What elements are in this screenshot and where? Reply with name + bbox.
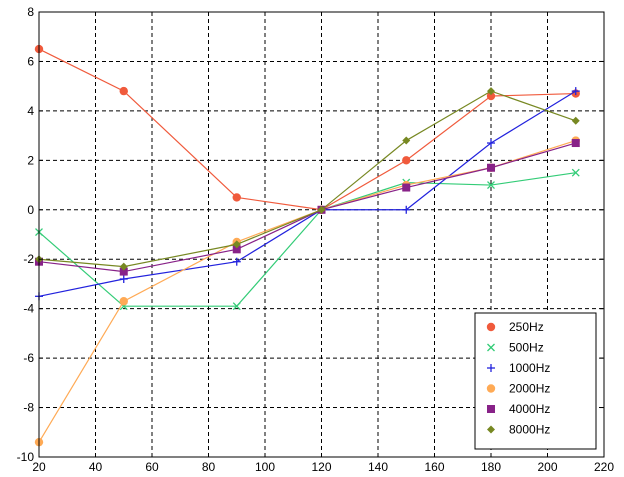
x-tick-label: 120 <box>311 460 331 474</box>
legend-marker-500hz <box>487 343 495 352</box>
data-point-1000hz <box>119 275 128 283</box>
series-8000hz <box>35 87 580 271</box>
data-point-8000hz <box>571 116 580 125</box>
data-point-1000hz <box>487 139 495 148</box>
data-point-1000hz <box>402 205 411 214</box>
y-tick-label: -10 <box>17 450 35 464</box>
data-point-8000hz <box>487 87 495 96</box>
legend-marker-8000hz <box>487 425 495 434</box>
y-tick-label: -2 <box>23 252 34 266</box>
legend-item-2000hz: 2000Hz <box>486 382 550 396</box>
data-point-500hz <box>232 302 241 311</box>
data-point-500hz <box>487 181 495 190</box>
x-tick-label: 180 <box>481 460 501 474</box>
y-tick-label: 8 <box>27 5 34 19</box>
data-point-8000hz <box>317 205 326 214</box>
data-point-8000hz <box>119 262 128 271</box>
legend-label: 250Hz <box>509 320 544 334</box>
legend-marker-2000hz <box>486 384 496 393</box>
legend-label: 2000Hz <box>509 382 550 396</box>
y-tick-label: -8 <box>23 401 34 415</box>
legend-label: 1000Hz <box>509 361 550 375</box>
x-tick-label: 60 <box>145 460 159 474</box>
y-tick-label: -4 <box>23 302 34 316</box>
legend-marker-250hz <box>486 322 496 332</box>
x-tick-label: 40 <box>89 460 103 474</box>
data-point-4000hz <box>487 163 495 172</box>
data-point-8000hz <box>232 240 241 249</box>
legend-label: 500Hz <box>509 341 544 355</box>
legend-item-250hz: 250Hz <box>486 320 544 334</box>
data-point-2000hz <box>119 297 128 306</box>
data-point-4000hz <box>232 245 241 254</box>
data-point-1000hz <box>571 87 580 96</box>
series-layer <box>34 44 580 447</box>
legend-item-500hz: 500Hz <box>487 341 544 355</box>
legend-marker-4000hz <box>487 405 495 413</box>
legend-label: 4000Hz <box>509 402 550 416</box>
x-tick-label: 160 <box>424 460 444 474</box>
x-axis: 20 40 60 80 100 120 140 160 180 200 220 <box>32 12 614 474</box>
x-tick-label: 140 <box>368 460 388 474</box>
x-tick-label: 220 <box>594 460 614 474</box>
legend-item-8000hz: 8000Hz <box>487 423 550 437</box>
data-point-250hz <box>232 193 241 202</box>
legend-box <box>474 312 597 450</box>
legend-label: 8000Hz <box>509 423 550 437</box>
data-point-4000hz <box>402 183 411 192</box>
y-tick-label: -6 <box>23 351 34 365</box>
x-tick-label: 200 <box>537 460 557 474</box>
data-point-4000hz <box>119 267 128 276</box>
x-tick-label: 20 <box>32 460 46 474</box>
legend: 250Hz 500Hz 1000Hz 2000Hz 4000Hz 8000Hz <box>474 312 597 450</box>
data-point-250hz <box>402 156 411 165</box>
y-tick-label: 4 <box>27 104 34 118</box>
legend-item-4000hz: 4000Hz <box>487 402 550 416</box>
grid <box>39 12 604 457</box>
y-tick-label: 2 <box>27 153 34 167</box>
data-point-1000hz <box>232 257 241 266</box>
data-point-8000hz <box>402 136 411 145</box>
data-point-250hz <box>486 91 496 101</box>
x-tick-label: 100 <box>255 460 275 474</box>
y-axis: -10 -8 -6 -4 -2 0 2 4 6 8 <box>17 5 604 464</box>
data-point-250hz <box>119 86 128 96</box>
data-point-4000hz <box>571 139 580 148</box>
x-tick-label: 80 <box>202 460 216 474</box>
y-tick-label: 0 <box>27 203 34 217</box>
legend-item-1000hz: 1000Hz <box>487 361 550 375</box>
legend-marker-1000hz <box>487 364 495 372</box>
y-tick-label: 6 <box>27 54 34 68</box>
data-point-500hz <box>571 168 580 177</box>
